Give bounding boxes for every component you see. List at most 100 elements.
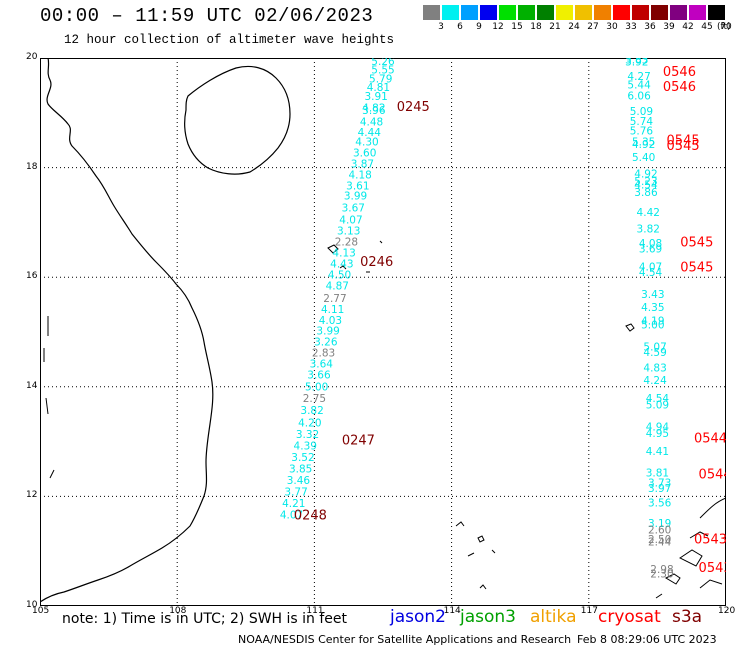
swh-value: 3.46	[287, 475, 311, 487]
colorbar-swatch	[613, 5, 630, 20]
swh-value: 3.66	[307, 370, 331, 382]
swh-value: 5.79	[369, 74, 392, 86]
swh-value: 4.30	[355, 137, 378, 149]
longitude-tick-label: 114	[443, 606, 461, 616]
swh-value: 4.42	[637, 207, 660, 219]
pass-time-label: 0545	[680, 236, 713, 251]
swh-value: 5.00	[305, 382, 328, 394]
pass-time-label: 0543	[699, 561, 726, 576]
swh-value: 4.27	[627, 71, 650, 83]
swh-value: 3.69	[639, 244, 662, 256]
swh-value: 3.52	[291, 452, 314, 464]
swh-value: 2.75	[303, 393, 326, 405]
map-title: 00:00 – 11:59 UTC 02/06/2023	[40, 5, 374, 27]
swh-value: 5.09	[646, 400, 669, 412]
swh-value: 3.86	[634, 187, 658, 199]
pass-time-label: 0544	[699, 467, 726, 482]
swh-value: 3.96	[362, 105, 386, 117]
swh-value: 3.77	[284, 486, 307, 498]
pass-time-labels: 0245024602470248054605460545054505450545…	[294, 65, 726, 576]
pass-time-label: 0545	[680, 261, 713, 276]
colorbar-swatch	[499, 5, 516, 20]
colorbar-swatch	[708, 5, 725, 20]
swh-value: 3.82	[300, 405, 323, 417]
swh-value: 3.82	[637, 223, 660, 235]
swh-value: 3.32	[296, 429, 319, 441]
swh-value: 6.06	[627, 91, 651, 103]
swh-value: 4.82	[362, 103, 385, 115]
hainan-island	[184, 65, 291, 175]
swh-value: 4.95	[646, 428, 669, 440]
swh-value: 3.85	[289, 463, 312, 475]
colorbar-label: 15	[511, 22, 523, 32]
swh-value: 3.60	[353, 148, 376, 160]
swh-value: 4.18	[348, 170, 371, 182]
producer-credit: NOAA/NESDIS Center for Satellite Applica…	[238, 633, 572, 646]
swh-value: 3.97	[648, 483, 671, 495]
longitude-tick-label: 120	[718, 606, 736, 616]
colorbar-swatch	[689, 5, 706, 20]
colorbar-label: 24	[568, 22, 580, 32]
latitude-tick-label: 18	[26, 161, 38, 172]
swh-value: 2.28	[335, 236, 358, 248]
colorbar-label: 42	[682, 22, 694, 32]
lat-lon-gridlines	[40, 58, 726, 606]
small-islands	[43, 240, 726, 599]
swh-value: 5.55	[371, 64, 394, 76]
pass-time-label: 0546	[663, 80, 696, 95]
units-note: note: 1) Time is in UTC; 2) SWH is in fe…	[62, 611, 348, 627]
colorbar-swatch	[632, 5, 649, 20]
colorbar-swatch	[480, 5, 497, 20]
mission-label-s3a: s3a	[672, 607, 703, 627]
colorbar-swatch	[651, 5, 668, 20]
swh-value: 3.56	[648, 497, 672, 509]
swh-value: 4.03	[319, 315, 342, 327]
latitude-tick-label: 20	[26, 52, 38, 62]
pass-time-label: 0246	[360, 255, 393, 270]
swh-value: 4.20	[298, 417, 321, 429]
colorbar-swatch	[575, 5, 592, 20]
colorbar-swatch	[670, 5, 687, 20]
swh-value: 3.19	[648, 518, 671, 530]
pass-time-label: 0544	[694, 432, 726, 447]
swh-value: 3.92	[625, 58, 648, 69]
swh-value: 4.39	[294, 440, 317, 452]
swh-value: 4.50	[328, 269, 351, 281]
swh-value: 3.26	[314, 337, 338, 349]
swh-value: 2.83	[312, 348, 335, 360]
swh-value: 3.99	[316, 326, 339, 338]
longitude-tick-label: 105	[32, 606, 50, 616]
colorbar-label: 30	[606, 22, 618, 32]
swh-value: 4.35	[641, 302, 664, 314]
pass-time-label: 0545	[667, 134, 700, 149]
longitude-tick-label: 111	[306, 606, 324, 616]
wave-height-values: 5.265.555.794.813.914.823.964.484.444.30…	[280, 58, 674, 581]
swh-value: 4.54	[634, 179, 658, 191]
swh-value: 4.13	[332, 247, 355, 259]
swh-value: 5.44	[627, 80, 651, 92]
swh-value: 3.81	[646, 468, 669, 480]
swh-value: 4.83	[643, 362, 666, 374]
colorbar-swatch	[461, 5, 478, 20]
longitude-tick-label: 108	[169, 606, 187, 616]
swh-value: 5.26	[371, 58, 395, 68]
swh-value: 5.76	[630, 126, 654, 138]
colorbar-swatch	[594, 5, 611, 20]
swh-value: 4.92	[632, 139, 655, 151]
swh-value: 4.08	[639, 238, 662, 250]
swh-value: 4.54	[639, 267, 663, 279]
colorbar-label: 27	[587, 22, 599, 32]
swh-value: 3.43	[641, 289, 664, 301]
pass-time-label: 0545	[667, 139, 700, 154]
swh-value: 5.40	[632, 152, 655, 164]
colorbar-label: 33	[625, 22, 637, 32]
swh-value: 3.83	[625, 58, 648, 66]
colorbar-label: 21	[549, 22, 561, 32]
colorbar-swatch	[556, 5, 573, 20]
swh-value: 4.19	[641, 315, 664, 327]
colorbar-unit: (ft)	[717, 22, 731, 32]
pass-time-label: 0247	[342, 433, 375, 448]
pass-time-label: 0248	[294, 508, 327, 523]
swh-value: 5.23	[634, 176, 657, 188]
longitude-tick-label: 117	[580, 606, 598, 616]
